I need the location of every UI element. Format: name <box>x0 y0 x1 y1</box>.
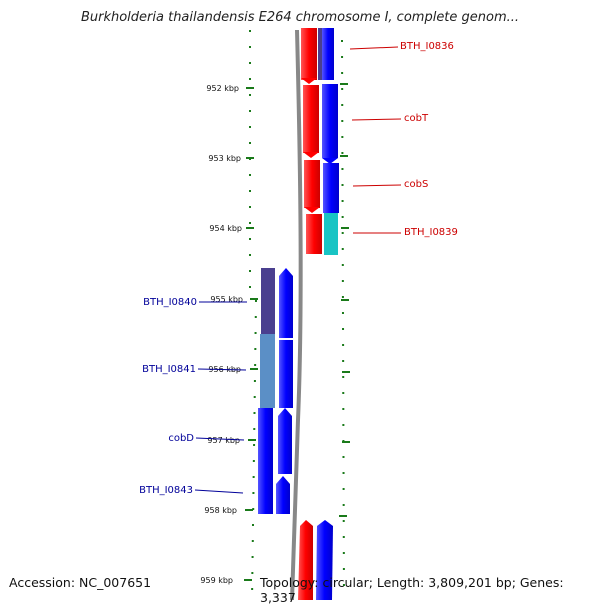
tick-label-953: 953 kbp <box>208 154 241 163</box>
gene-arrow-red-2 <box>303 152 319 158</box>
gene-label-BTH_I0839: BTH_I0839 <box>404 227 458 238</box>
gene-labels-left[interactable]: BTH_I0840 BTH_I0841 cobD BTH_I0843 <box>139 297 247 496</box>
gene-label-BTH_I0840: BTH_I0840 <box>143 297 197 308</box>
gene-arrow-blue-left-2 <box>278 408 292 474</box>
gene-label-BTH_I0836: BTH_I0836 <box>400 41 454 52</box>
gene-block-BTH_I0836-red <box>301 28 317 80</box>
gc-bar-light <box>260 334 275 408</box>
gene-arrow-blue-1 <box>322 158 338 164</box>
gene-blocks-left[interactable] <box>258 268 293 514</box>
gene-blocks-top[interactable] <box>301 28 339 255</box>
tick-label-954: 954 kbp <box>209 224 242 233</box>
gene-labels-right[interactable]: BTH_I0836 cobT cobS BTH_I0839 <box>349 41 458 238</box>
gc-bar-blue <box>258 408 273 514</box>
tick-label-955: 955 kbp <box>210 295 243 304</box>
tick-label-952: 952 kbp <box>206 84 239 93</box>
gene-label-cobD: cobD <box>168 433 194 444</box>
tick-label-959: 959 kbp <box>200 576 233 585</box>
gene-block-blue-top-1 <box>322 28 334 80</box>
gene-label-cobT: cobT <box>404 113 429 124</box>
gene-label-BTH_I0843: BTH_I0843 <box>139 485 193 496</box>
gene-block-cobT-red <box>303 85 319 153</box>
gene-block-cobS-red <box>304 160 320 208</box>
tick-dots <box>249 30 345 600</box>
gene-label-cobS: cobS <box>404 179 428 190</box>
gene-block-blue-top-3 <box>323 163 339 213</box>
accession-text: Accession: NC_007651 <box>9 575 152 590</box>
gene-arrow-red-3 <box>304 207 320 213</box>
gene-arrow-blue-bottom <box>316 520 333 600</box>
gene-arrow-red-1 <box>301 78 317 84</box>
gc-bar-dark <box>261 268 275 334</box>
tick-label-957: 957 kbp <box>207 436 240 445</box>
gene-block-BTH_I0839-red <box>306 214 322 254</box>
topology-text: Topology: circular; Length: 3,809,201 bp… <box>260 575 564 605</box>
gene-label-BTH_I0841: BTH_I0841 <box>142 364 196 375</box>
gene-arrow-blue-left-1 <box>279 268 293 338</box>
gene-arrow-blue-left-3 <box>276 476 290 514</box>
gene-block-blue-left-2 <box>279 340 293 408</box>
map-title: Burkholderia thailandensis E264 chromoso… <box>80 10 520 25</box>
kbp-labels: 952 kbp 953 kbp 954 kbp 955 kbp 956 kbp … <box>200 84 243 585</box>
kbp-ticks <box>244 83 350 581</box>
gene-arrow-red-bottom <box>298 520 313 600</box>
gene-blocks-bottom[interactable] <box>298 520 333 600</box>
backbone-line <box>290 29 303 600</box>
gc-bar-cyan <box>324 213 338 255</box>
tick-label-958: 958 kbp <box>204 506 237 515</box>
gene-block-blue-top-2 <box>322 84 338 158</box>
